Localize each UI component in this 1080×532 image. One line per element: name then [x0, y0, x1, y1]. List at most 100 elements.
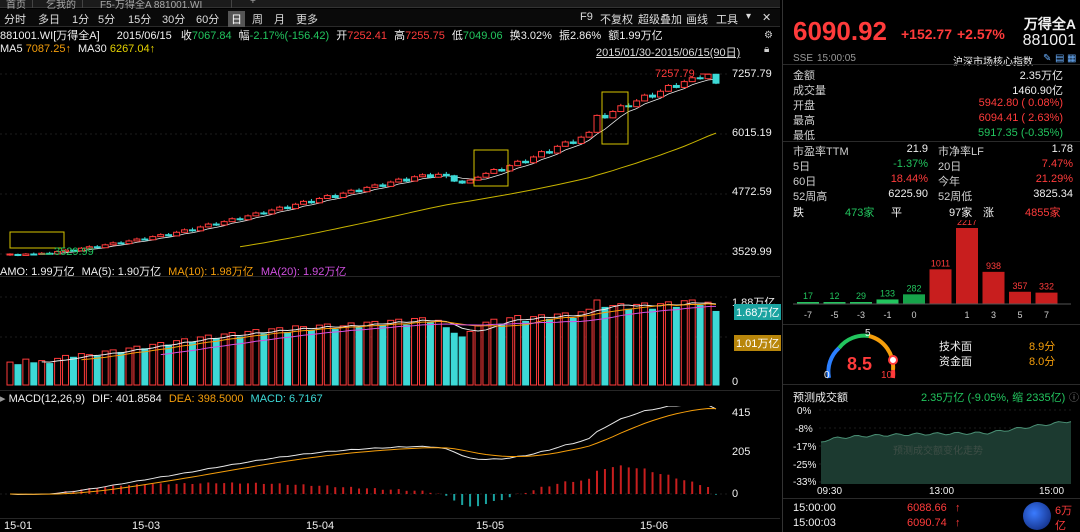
volume-bar	[498, 323, 506, 386]
period-30m[interactable]: 30分	[162, 14, 186, 26]
candlestick-chart[interactable]	[0, 58, 780, 276]
edit-icon[interactable]: ✎	[1043, 53, 1052, 64]
assistant-avatar[interactable]	[1023, 502, 1051, 530]
volume-bar	[125, 347, 133, 386]
change-label: 幅	[238, 30, 250, 42]
distribution-tick: -5	[830, 310, 838, 320]
candle	[633, 100, 641, 108]
security-code-large: 881001	[1022, 32, 1076, 49]
macd-dea: DEA: 398.5000	[168, 393, 244, 405]
add-tab-button[interactable]: +	[250, 0, 256, 7]
candle	[426, 174, 434, 178]
divider	[0, 518, 780, 519]
macd-chart[interactable]	[0, 406, 780, 516]
chart-icon[interactable]: ▤	[1055, 53, 1065, 64]
settings-icon[interactable]: ⚙	[764, 30, 773, 41]
index-category: 沪深市场核心指数	[953, 57, 1033, 68]
volume-bar	[641, 302, 649, 386]
metric-cell: 市盈率TTM 21.9	[793, 143, 928, 158]
grid-icon[interactable]: ▦	[1067, 53, 1077, 64]
forecast-area	[821, 421, 1071, 484]
f9-button[interactable]: F9	[580, 11, 593, 23]
info-icon[interactable]: ⓘ	[1069, 393, 1079, 404]
period-week[interactable]: 周	[252, 14, 263, 26]
volume-bar	[14, 364, 22, 386]
candle	[530, 156, 538, 164]
period-intraday[interactable]: 分时	[4, 14, 26, 26]
tab-home[interactable]: 首页	[0, 0, 33, 11]
period-multiday[interactable]: 多日	[38, 14, 60, 26]
flat-count: 97家	[949, 207, 973, 219]
quote-bar: 881001.WI[万得全A] 2015/06/15 收7067.84 幅-2.…	[0, 27, 780, 42]
down-label: 跌	[793, 207, 804, 219]
candle	[625, 105, 633, 108]
forecast-ytick: 0%	[797, 406, 812, 417]
tab-mine[interactable]: 乞我的	[40, 0, 83, 11]
volume-bar	[181, 338, 189, 386]
amplitude-label: 振	[558, 30, 570, 42]
volume-bar	[276, 327, 284, 386]
no-adjust-button[interactable]: 不复权	[600, 14, 633, 26]
volume-bar	[585, 308, 593, 386]
period-more[interactable]: 更多	[296, 14, 318, 26]
candle	[371, 184, 379, 188]
volume-tick-zero: 0	[732, 376, 739, 388]
turnover-value: 3.02%	[520, 30, 552, 42]
macd-tick-1: 415	[732, 407, 751, 419]
stat-row: 金额 2.35万亿	[793, 67, 1063, 82]
volume-bar	[482, 321, 490, 386]
volume-bar	[93, 355, 101, 386]
candle	[498, 168, 506, 172]
candle	[252, 212, 260, 217]
vol-ma5: MA(5): 1.90万亿	[81, 266, 162, 278]
candle	[181, 229, 189, 233]
volume-bar	[355, 327, 363, 386]
stat-value: 6094.41 ( 2.63%)	[978, 112, 1063, 124]
distribution-bar	[956, 228, 978, 304]
candle	[649, 94, 657, 98]
tick-time: 15:00:03	[793, 517, 836, 529]
stat-value: 2.35万亿	[1019, 70, 1063, 82]
volume-bar	[339, 325, 347, 386]
metric-cell: 60日 18.44%	[793, 173, 928, 188]
volume-bar	[117, 351, 125, 386]
chevron-down-icon[interactable]: ▾	[746, 11, 752, 22]
stat-label: 金额	[793, 70, 815, 82]
gauge-min: 0	[824, 370, 830, 381]
draw-line-button[interactable]: 画线	[686, 14, 708, 26]
candle	[300, 200, 308, 205]
distribution-tick: 3	[991, 310, 996, 320]
volume-chart[interactable]	[0, 277, 780, 389]
tab-quote[interactable]: F5-万得全A 881001.WI	[94, 0, 232, 11]
tools-button[interactable]: 工具	[716, 14, 738, 26]
candle	[93, 246, 101, 249]
candle	[173, 231, 181, 237]
candle	[212, 223, 220, 226]
price-tick-4: 3529.99	[732, 246, 772, 258]
ma30-value: 6267.04↑	[109, 43, 156, 55]
period-1m[interactable]: 1分	[72, 14, 90, 26]
candle	[339, 192, 347, 199]
dea-line	[9, 408, 717, 495]
distribution-bar	[797, 302, 819, 304]
date-range-link[interactable]: 2015/01/30-2015/06/15(90日)	[596, 47, 741, 59]
period-month[interactable]: 月	[274, 14, 285, 26]
stat-label: 最高	[793, 115, 815, 127]
price-tick-3: 4772.59	[732, 186, 772, 198]
period-15m[interactable]: 15分	[128, 14, 152, 26]
overlay-button[interactable]: 超级叠加	[638, 14, 682, 26]
period-60m[interactable]: 60分	[196, 14, 220, 26]
amount-label: 额	[608, 30, 620, 42]
lock-icon[interactable]: 🔒︎	[764, 44, 770, 55]
candle	[395, 178, 403, 183]
metric-label: 60日	[793, 176, 817, 188]
period-day[interactable]: 日	[228, 11, 245, 27]
amo-value: AMO: 1.99万亿	[0, 266, 75, 278]
volume-bar	[490, 318, 498, 386]
period-5m[interactable]: 5分	[98, 14, 116, 26]
volume-legend: AMO: 1.99万亿 MA(5): 1.90万亿 MA(10): 1.98万亿…	[0, 263, 346, 279]
expand-icon[interactable]: ▸	[0, 393, 6, 405]
close-icon[interactable]: ✕	[762, 12, 772, 24]
tech-score: 8.9分	[1029, 341, 1056, 353]
candle	[609, 111, 617, 119]
